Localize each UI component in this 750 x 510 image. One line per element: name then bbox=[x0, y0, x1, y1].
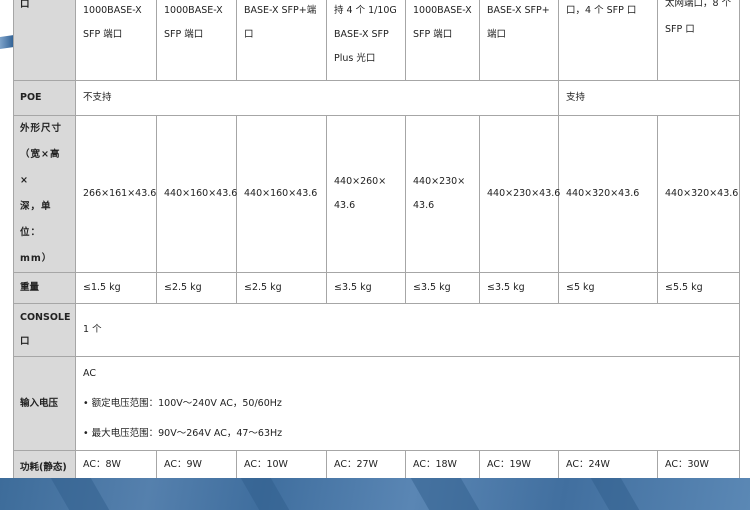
cell: 太网端口，8 个 SFP 口 bbox=[657, 0, 740, 81]
cell: 1000BASE-X SFP 端口 bbox=[156, 0, 237, 81]
banner-shape bbox=[410, 478, 480, 510]
cell: ≤3.5 kg bbox=[479, 272, 559, 304]
cell: ≤5 kg bbox=[558, 272, 658, 304]
row-label: CONSOLE 口 bbox=[13, 303, 76, 357]
cell: ≤2.5 kg bbox=[156, 272, 237, 304]
cell: 不支持 bbox=[75, 80, 559, 116]
banner-shape bbox=[240, 478, 290, 510]
banner-shape bbox=[50, 478, 110, 510]
cell: 440×260× 43.6 bbox=[326, 115, 406, 273]
cell: 440×320×43.6 bbox=[558, 115, 658, 273]
row-size: 外形尺寸 （宽×高× 深，单位： mm） 266×161×43.6 440×16… bbox=[13, 115, 740, 273]
cell: 支持 bbox=[558, 80, 740, 116]
cell: 1 个 bbox=[75, 303, 740, 357]
cell: 440×320×43.6 bbox=[657, 115, 740, 273]
cell: BASE-X SFP+端 口 bbox=[236, 0, 327, 81]
decorative-streak bbox=[0, 35, 14, 49]
banner-shape bbox=[590, 478, 640, 510]
cell: 持 4 个 1/10G BASE-X SFP Plus 光口 bbox=[326, 0, 406, 81]
cell: 口，4 个 SFP 口 bbox=[558, 0, 658, 81]
cell: 266×161×43.6 bbox=[75, 115, 157, 273]
cell: 440×160×43.6 bbox=[236, 115, 327, 273]
footer-banner bbox=[0, 478, 750, 510]
cell: ≤3.5 kg bbox=[405, 272, 480, 304]
voltage-line: • 额定电压范围：100V～240V AC，50/60Hz bbox=[83, 397, 282, 409]
voltage-line: AC bbox=[83, 367, 96, 379]
row-console: CONSOLE 口 1 个 bbox=[13, 303, 740, 357]
cell: ≤5.5 kg bbox=[657, 272, 740, 304]
row-label: 重量 bbox=[13, 272, 76, 304]
cell: 1000BASE-X SFP 端口 bbox=[75, 0, 157, 81]
row-poe: POE 不支持 支持 bbox=[13, 80, 740, 116]
cell: ≤3.5 kg bbox=[326, 272, 406, 304]
cell: 440×160×43.6 bbox=[156, 115, 237, 273]
row-label: POE bbox=[13, 80, 76, 116]
cell: 440×230×43.6 bbox=[479, 115, 560, 273]
cell: ≤2.5 kg bbox=[236, 272, 327, 304]
row-voltage: 输入电压 AC • 额定电压范围：100V～240V AC，50/60Hz • … bbox=[13, 356, 740, 451]
voltage-line: • 最大电压范围：90V～264V AC，47～63Hz bbox=[83, 427, 283, 439]
row-label: 外形尺寸 （宽×高× 深，单位： mm） bbox=[13, 115, 76, 273]
cell: 1000BASE-X SFP 端口 bbox=[405, 0, 480, 81]
cell: AC • 额定电压范围：100V～240V AC，50/60Hz • 最大电压范… bbox=[75, 356, 740, 451]
row-label: 口 bbox=[13, 0, 76, 81]
cell: BASE-X SFP+ 端口 bbox=[479, 0, 559, 81]
row-weight: 重量 ≤1.5 kg ≤2.5 kg ≤2.5 kg ≤3.5 kg ≤3.5 … bbox=[13, 272, 740, 304]
row-label: 输入电压 bbox=[13, 356, 76, 451]
cell: 440×230× 43.6 bbox=[405, 115, 480, 273]
row-ports: 口 1000BASE-X SFP 端口 1000BASE-X SFP 端口 BA… bbox=[13, 0, 740, 81]
spec-table: 口 1000BASE-X SFP 端口 1000BASE-X SFP 端口 BA… bbox=[13, 0, 740, 486]
cell: ≤1.5 kg bbox=[75, 272, 157, 304]
